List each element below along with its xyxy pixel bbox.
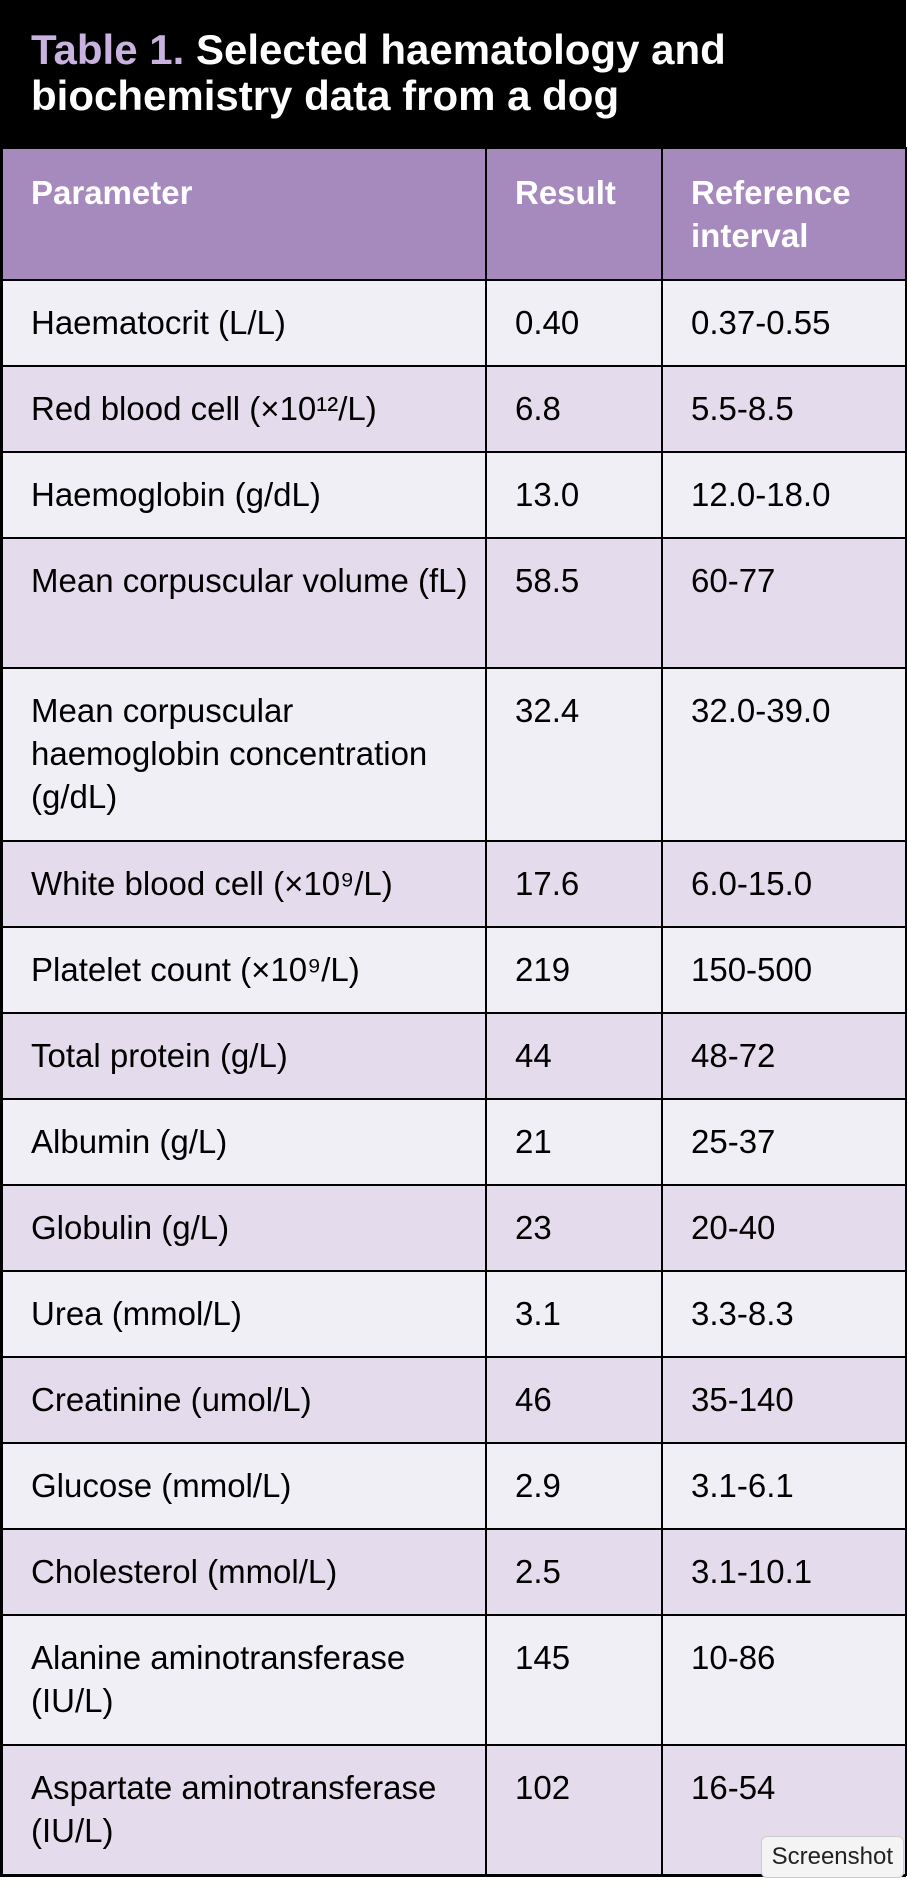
table-cell: 13.0: [485, 451, 663, 539]
table-cell: Aspartate aminotransferase (IU/L): [1, 1744, 487, 1876]
table-cell: 60-77: [661, 537, 907, 669]
table-cell: Creatinine (umol/L): [1, 1356, 487, 1444]
table-cell: 10-86: [661, 1614, 907, 1746]
screenshot-tooltip[interactable]: Screenshot: [760, 1836, 904, 1878]
table-cell: 32.0-39.0: [661, 667, 907, 842]
table-cell: Urea (mmol/L): [1, 1270, 487, 1358]
table-cell: Mean corpuscular haemoglobin concentrati…: [1, 667, 487, 842]
table-row: Alanine aminotransferase (IU/L) 145 10-86: [1, 1614, 907, 1746]
table-cell: 2.5: [485, 1528, 663, 1616]
table-cell: 219: [485, 926, 663, 1014]
table-row: Mean corpuscular haemoglobin concentrati…: [1, 667, 907, 842]
table-row: Glucose (mmol/L) 2.9 3.1-6.1: [1, 1442, 907, 1530]
header-row: Parameter Result Reference interval: [1, 147, 907, 281]
table-header: Table 1. Selected haematology and bioche…: [1, 1, 905, 147]
table-cell: 2.9: [485, 1442, 663, 1530]
table-row: White blood cell (×10⁹/L) 17.6 6.0-15.0: [1, 840, 907, 928]
table-row: Haematocrit (L/L) 0.40 0.37-0.55: [1, 279, 907, 367]
table-cell: Total protein (g/L): [1, 1012, 487, 1100]
table-label: Table 1.: [31, 26, 185, 73]
table-row: Total protein (g/L) 44 48-72: [1, 1012, 907, 1100]
table-cell: 25-37: [661, 1098, 907, 1186]
table-cell: Platelet count (×10⁹/L): [1, 926, 487, 1014]
table-cell: 3.1: [485, 1270, 663, 1358]
table-cell: 102: [485, 1744, 663, 1876]
table-cell: 6.8: [485, 365, 663, 453]
table-cell: 5.5-8.5: [661, 365, 907, 453]
table-row: Urea (mmol/L) 3.1 3.3-8.3: [1, 1270, 907, 1358]
table-title: Selected haematology and biochemistry da…: [31, 26, 726, 119]
table-cell: Cholesterol (mmol/L): [1, 1528, 487, 1616]
table-cell: 44: [485, 1012, 663, 1100]
table-cell: 0.40: [485, 279, 663, 367]
table-row: Haemoglobin (g/dL) 13.0 12.0-18.0: [1, 451, 907, 539]
table-cell: 17.6: [485, 840, 663, 928]
table-cell: 46: [485, 1356, 663, 1444]
table-row: Mean corpuscular volume (fL) 58.5 60-77: [1, 537, 907, 669]
table-cell: Globulin (g/L): [1, 1184, 487, 1272]
table-cell: 3.1-6.1: [661, 1442, 907, 1530]
table-body: Haematocrit (L/L) 0.40 0.37-0.55 Red blood …: [1, 279, 907, 1876]
table-row: Aspartate aminotransferase (IU/L) 102 16-5…: [1, 1744, 907, 1876]
column-header: Reference interval: [661, 147, 907, 281]
column-header: Result: [485, 147, 663, 281]
table-cell: 32.4: [485, 667, 663, 842]
table-cell: 3.3-8.3: [661, 1270, 907, 1358]
table-cell: 35-140: [661, 1356, 907, 1444]
table-cell: 21: [485, 1098, 663, 1186]
table-cell: Red blood cell (×10¹²/L): [1, 365, 487, 453]
table-cell: Glucose (mmol/L): [1, 1442, 487, 1530]
table-cell: Mean corpuscular volume (fL): [1, 537, 487, 669]
table-row: Albumin (g/L) 21 25-37: [1, 1098, 907, 1186]
table-cell: 23: [485, 1184, 663, 1272]
table-row: Platelet count (×10⁹/L) 219 150-500: [1, 926, 907, 1014]
table-cell: 145: [485, 1614, 663, 1746]
table-row: Red blood cell (×10¹²/L) 6.8 5.5-8.5: [1, 365, 907, 453]
table-cell: 0.37-0.55: [661, 279, 907, 367]
table-cell: 150-500: [661, 926, 907, 1014]
table-row: Creatinine (umol/L) 46 35-140: [1, 1356, 907, 1444]
table-cell: 58.5: [485, 537, 663, 669]
table-cell: Alanine aminotransferase (IU/L): [1, 1614, 487, 1746]
table-row: Globulin (g/L) 23 20-40: [1, 1184, 907, 1272]
table-cell: Haematocrit (L/L): [1, 279, 487, 367]
table-cell: Haemoglobin (g/dL): [1, 451, 487, 539]
table-cell: 48-72: [661, 1012, 907, 1100]
table-cell: 20-40: [661, 1184, 907, 1272]
table-row: Cholesterol (mmol/L) 2.5 3.1-10.1: [1, 1528, 907, 1616]
data-table: Parameter Result Reference interval Haemat…: [1, 147, 907, 1876]
table-cell: 3.1-10.1: [661, 1528, 907, 1616]
table-cell: 6.0-15.0: [661, 840, 907, 928]
column-header: Parameter: [1, 147, 487, 281]
table-cell: Albumin (g/L): [1, 1098, 487, 1186]
table-cell: 12.0-18.0: [661, 451, 907, 539]
table-cell: White blood cell (×10⁹/L): [1, 840, 487, 928]
